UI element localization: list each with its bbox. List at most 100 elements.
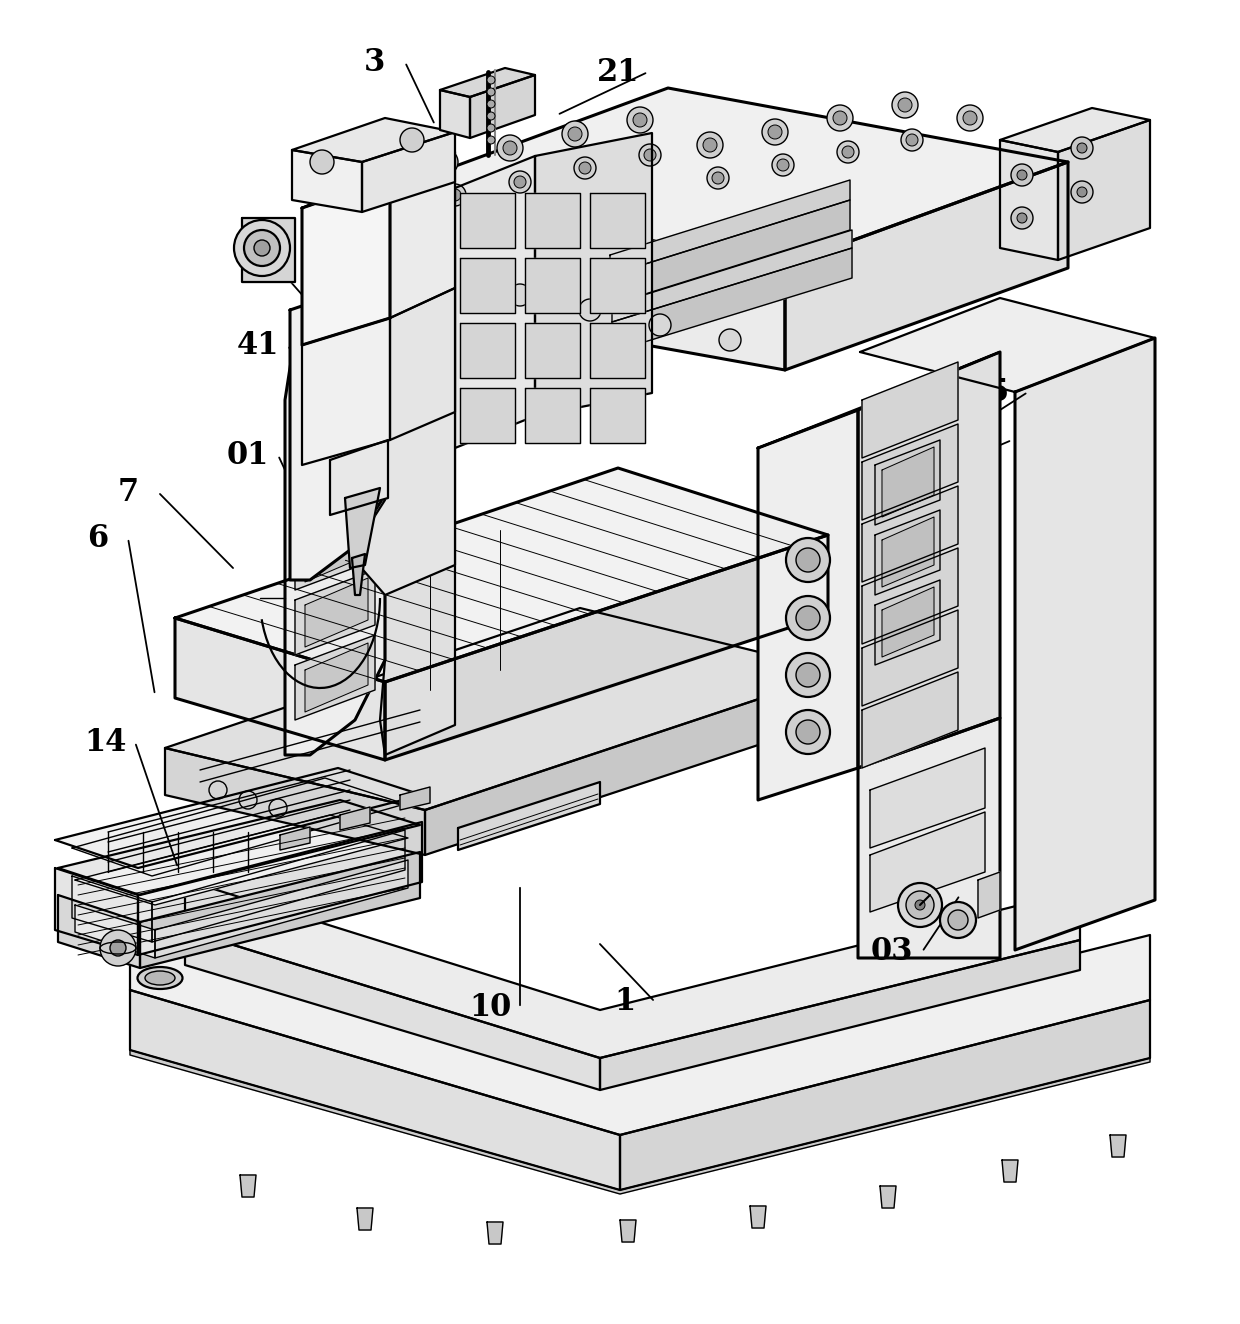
- Polygon shape: [295, 440, 374, 526]
- Polygon shape: [862, 673, 959, 768]
- Polygon shape: [140, 853, 420, 968]
- Text: 2: 2: [718, 130, 739, 160]
- Circle shape: [786, 710, 830, 753]
- Circle shape: [487, 101, 495, 109]
- Circle shape: [898, 883, 942, 927]
- Polygon shape: [620, 1219, 636, 1242]
- Text: 13: 13: [934, 203, 976, 233]
- Text: 11: 11: [961, 425, 1003, 455]
- Polygon shape: [55, 768, 422, 869]
- Polygon shape: [875, 440, 940, 526]
- Circle shape: [244, 230, 280, 266]
- Polygon shape: [460, 193, 515, 248]
- Polygon shape: [455, 156, 534, 448]
- Polygon shape: [862, 424, 959, 520]
- Polygon shape: [384, 192, 785, 369]
- Polygon shape: [138, 822, 422, 955]
- Polygon shape: [58, 800, 420, 895]
- Polygon shape: [175, 618, 384, 760]
- Polygon shape: [590, 323, 645, 377]
- Polygon shape: [600, 940, 1080, 1090]
- Polygon shape: [291, 118, 455, 162]
- Polygon shape: [525, 388, 580, 444]
- Polygon shape: [285, 322, 384, 755]
- Circle shape: [234, 220, 290, 275]
- Polygon shape: [1058, 120, 1149, 260]
- Polygon shape: [882, 587, 934, 657]
- Polygon shape: [185, 880, 1080, 1058]
- Polygon shape: [391, 289, 455, 440]
- Polygon shape: [357, 1207, 373, 1230]
- Polygon shape: [613, 230, 852, 322]
- Text: 6: 6: [88, 523, 109, 553]
- Polygon shape: [303, 318, 391, 465]
- Circle shape: [487, 136, 495, 144]
- Circle shape: [827, 105, 853, 131]
- Circle shape: [1017, 213, 1027, 222]
- Circle shape: [515, 176, 526, 188]
- Text: 03: 03: [870, 936, 913, 968]
- Circle shape: [632, 113, 647, 127]
- Polygon shape: [590, 388, 645, 444]
- Polygon shape: [352, 553, 365, 594]
- Circle shape: [697, 132, 723, 158]
- Ellipse shape: [138, 967, 182, 989]
- Circle shape: [487, 75, 495, 83]
- Circle shape: [898, 98, 911, 113]
- Polygon shape: [999, 140, 1058, 260]
- Circle shape: [497, 135, 523, 162]
- Circle shape: [707, 167, 729, 189]
- Circle shape: [310, 150, 334, 173]
- Polygon shape: [165, 748, 425, 855]
- Circle shape: [796, 606, 820, 630]
- Polygon shape: [470, 75, 534, 138]
- Circle shape: [906, 891, 934, 919]
- Polygon shape: [350, 250, 455, 594]
- Polygon shape: [440, 90, 470, 138]
- Circle shape: [786, 596, 830, 639]
- Polygon shape: [291, 150, 362, 212]
- Circle shape: [786, 653, 830, 696]
- Circle shape: [786, 538, 830, 583]
- Text: 5: 5: [987, 376, 1008, 408]
- Polygon shape: [460, 323, 515, 377]
- Polygon shape: [613, 248, 852, 352]
- Circle shape: [915, 900, 925, 910]
- Polygon shape: [305, 643, 368, 712]
- Circle shape: [449, 189, 461, 201]
- Polygon shape: [862, 486, 959, 583]
- Polygon shape: [425, 673, 839, 855]
- Polygon shape: [880, 1186, 897, 1207]
- Circle shape: [254, 240, 270, 256]
- Text: 10: 10: [469, 993, 511, 1023]
- Circle shape: [438, 155, 453, 169]
- Circle shape: [833, 111, 847, 124]
- Text: 1: 1: [615, 986, 636, 1018]
- Polygon shape: [862, 610, 959, 706]
- Polygon shape: [1016, 338, 1154, 951]
- Polygon shape: [242, 218, 295, 282]
- Circle shape: [432, 150, 458, 175]
- Circle shape: [579, 162, 591, 173]
- Polygon shape: [1002, 1160, 1018, 1182]
- Circle shape: [796, 548, 820, 572]
- Polygon shape: [785, 162, 1068, 369]
- Polygon shape: [610, 180, 849, 275]
- Polygon shape: [978, 873, 999, 918]
- Circle shape: [487, 87, 495, 97]
- Polygon shape: [55, 869, 138, 955]
- Polygon shape: [165, 608, 839, 810]
- Polygon shape: [58, 895, 140, 968]
- Polygon shape: [295, 636, 374, 720]
- Polygon shape: [305, 448, 368, 516]
- Polygon shape: [175, 467, 828, 682]
- Circle shape: [777, 159, 789, 171]
- Circle shape: [508, 171, 531, 193]
- Circle shape: [773, 154, 794, 176]
- Circle shape: [1011, 164, 1033, 185]
- Polygon shape: [362, 132, 455, 212]
- Text: 01: 01: [227, 440, 269, 470]
- Circle shape: [768, 124, 782, 139]
- Circle shape: [906, 134, 918, 146]
- Polygon shape: [72, 876, 153, 941]
